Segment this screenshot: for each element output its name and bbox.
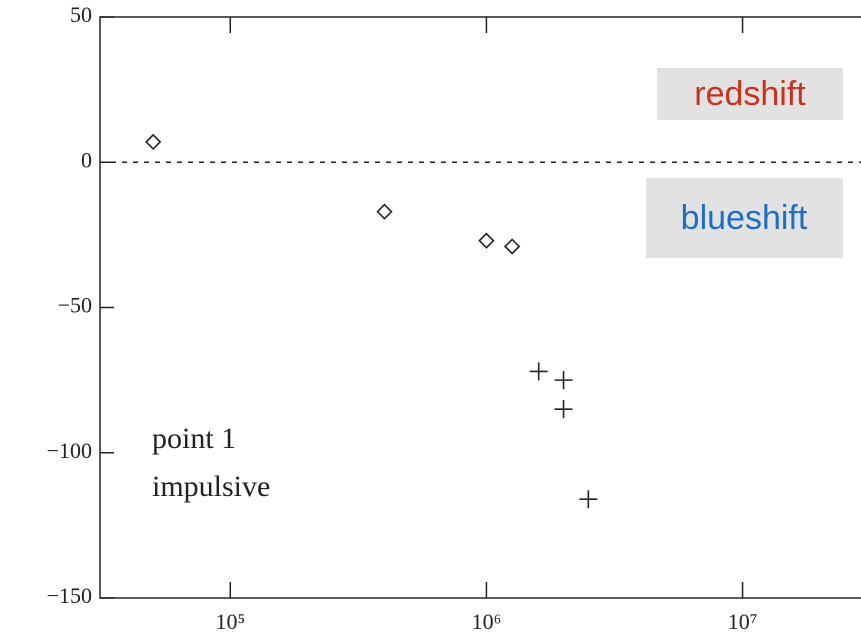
y-tick-label: −100	[47, 438, 92, 463]
y-tick-label: 50	[70, 2, 92, 27]
point	[478, 232, 495, 249]
point	[554, 400, 573, 419]
point	[145, 133, 162, 151]
point	[503, 238, 521, 255]
point	[554, 371, 573, 390]
y-tick-label: −150	[47, 583, 92, 608]
y-tick-label: −50	[58, 293, 92, 318]
x-tick-label: 10⁵	[215, 609, 245, 634]
y-tick-label: 0	[81, 147, 92, 172]
x-tick-label: 10⁷	[728, 609, 758, 634]
annotation: point 1	[152, 422, 236, 455]
blueshift-label: blueshift	[681, 199, 808, 237]
redshift-label: redshift	[694, 75, 806, 113]
point	[579, 490, 598, 509]
annotation-box	[646, 178, 843, 258]
point	[529, 362, 548, 381]
annotation: impulsive	[152, 470, 270, 503]
point	[376, 203, 393, 220]
annotation-box	[657, 68, 843, 120]
x-tick-label: 10⁶	[472, 609, 502, 634]
